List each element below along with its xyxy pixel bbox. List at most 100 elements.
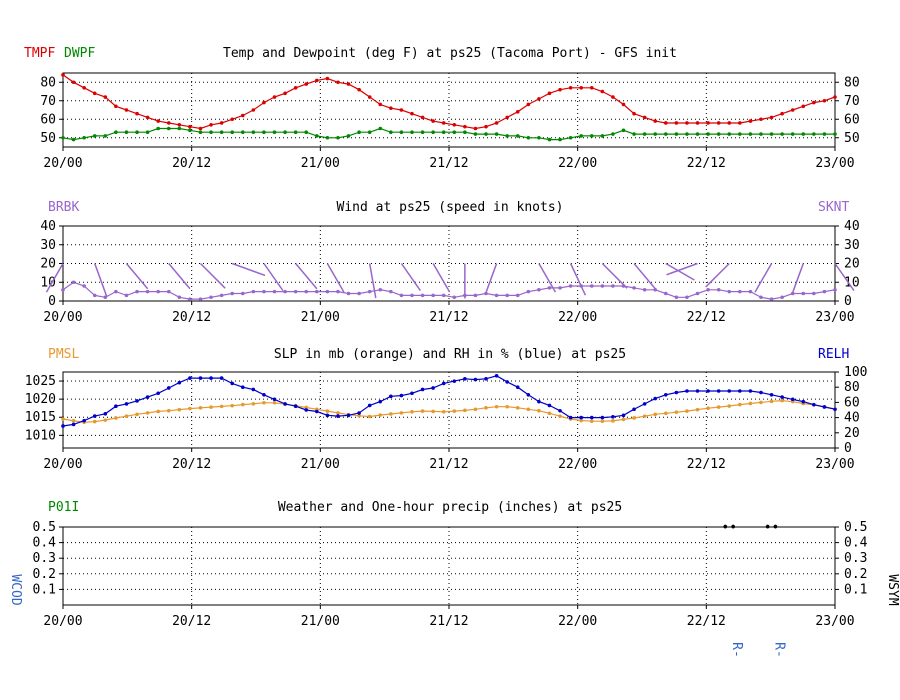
data-point-relh	[600, 415, 605, 420]
data-point-tmpf	[695, 121, 700, 125]
dwpf-legend: DWPF	[64, 46, 95, 61]
data-point-relh	[357, 411, 361, 415]
data-point-sknt	[642, 287, 647, 292]
data-point-relh	[61, 424, 65, 428]
data-point-tmpf	[410, 111, 414, 116]
data-point-dwpf	[833, 132, 837, 136]
data-point-relh	[336, 414, 340, 418]
wind-barb	[199, 262, 226, 289]
x-tick-label: 21/12	[429, 614, 468, 629]
data-point-sknt	[293, 289, 298, 294]
data-point-relh	[812, 402, 816, 407]
data-point-pmsl	[716, 405, 721, 409]
data-point-tmpf	[452, 123, 457, 127]
wind-barb	[368, 263, 377, 299]
data-point-tmpf	[484, 124, 488, 129]
tmpf-legend: TMPF	[24, 46, 55, 61]
data-point-pmsl	[463, 408, 467, 413]
data-point-sknt	[357, 291, 361, 296]
data-point-dwpf	[103, 134, 108, 138]
data-point-pmsl	[135, 412, 139, 417]
data-point-sknt	[336, 289, 340, 294]
x-tick-label: 22/12	[687, 457, 726, 472]
x-tick-label: 20/00	[43, 310, 82, 325]
data-point-pmsl	[738, 402, 742, 407]
right-y-tick-label: 0.3	[844, 551, 867, 566]
data-point-relh	[589, 415, 594, 420]
data-point-sknt	[410, 293, 414, 298]
data-point-dwpf	[695, 132, 700, 136]
wind-barb	[263, 263, 284, 291]
wind-barb	[400, 263, 421, 291]
data-point-dwpf	[283, 130, 287, 134]
data-point-pmsl	[219, 404, 224, 409]
data-point-pmsl	[357, 413, 361, 418]
data-point-pmsl	[198, 406, 203, 410]
data-point-relh	[716, 389, 721, 393]
data-point-dwpf	[812, 132, 816, 136]
data-point-dwpf	[558, 137, 562, 142]
data-point-dwpf	[685, 132, 689, 136]
data-point-tmpf	[82, 86, 86, 90]
data-point-relh	[706, 389, 710, 393]
precip-plot-frame	[62, 526, 836, 606]
data-point-sknt	[431, 293, 435, 298]
data-point-tmpf	[399, 108, 404, 112]
data-point-relh	[103, 412, 108, 416]
right-y-tick-label: 50	[844, 131, 860, 146]
data-point-tmpf	[600, 89, 605, 94]
data-point-sknt	[304, 289, 309, 294]
data-point-pmsl	[494, 404, 499, 409]
data-point-dwpf	[769, 132, 774, 136]
data-point-dwpf	[262, 130, 266, 134]
data-point-dwpf	[674, 132, 679, 136]
data-point-tmpf	[663, 121, 668, 125]
data-point-tmpf	[822, 98, 827, 103]
data-point-sknt	[769, 297, 774, 301]
data-point-relh	[452, 379, 457, 383]
data-point-sknt	[399, 293, 404, 298]
data-point-tmpf	[568, 86, 573, 90]
data-point-tmpf	[515, 110, 520, 114]
data-point-relh	[135, 399, 139, 403]
data-point-tmpf	[674, 121, 679, 125]
data-point-pmsl	[378, 413, 383, 417]
data-point-dwpf	[272, 130, 277, 134]
data-point-dwpf	[515, 134, 520, 138]
data-point-relh	[304, 408, 309, 412]
data-point-dwpf	[484, 132, 488, 136]
data-point-sknt	[177, 295, 182, 300]
x-tick-label: 21/00	[301, 310, 340, 325]
data-point-dwpf	[600, 134, 605, 138]
data-point-relh	[558, 408, 562, 413]
data-point-relh	[790, 397, 795, 402]
data-point-relh	[611, 415, 615, 419]
data-point-relh	[389, 394, 393, 399]
data-point-sknt	[103, 295, 108, 300]
data-point-relh	[145, 395, 150, 399]
data-point-sknt	[526, 289, 531, 294]
data-point-sknt	[473, 293, 478, 298]
x-tick-label: 22/00	[558, 310, 597, 325]
data-point-pmsl	[166, 408, 171, 413]
y-tick-label: 30	[40, 238, 56, 253]
data-point-relh	[82, 418, 86, 423]
right-y-tick-label: 70	[844, 94, 860, 109]
data-point-pmsl	[272, 400, 277, 405]
data-point-dwpf	[378, 126, 383, 131]
data-point-pmsl	[431, 409, 435, 414]
right-y-tick-label: 20	[844, 426, 860, 441]
data-point-tmpf	[315, 78, 319, 83]
data-point-tmpf	[558, 87, 562, 92]
data-point-sknt	[209, 295, 213, 300]
wind-left-label: BRBK	[48, 200, 79, 215]
right-y-tick-label: 60	[844, 112, 860, 127]
data-point-relh	[642, 402, 647, 406]
wind-barb	[45, 263, 64, 293]
data-point-dwpf	[240, 130, 245, 134]
data-point-pmsl	[389, 412, 393, 416]
data-point-pmsl	[537, 408, 541, 413]
data-point-sknt	[780, 295, 784, 300]
data-point-tmpf	[579, 86, 583, 90]
x-tick-label: 20/12	[172, 457, 211, 472]
